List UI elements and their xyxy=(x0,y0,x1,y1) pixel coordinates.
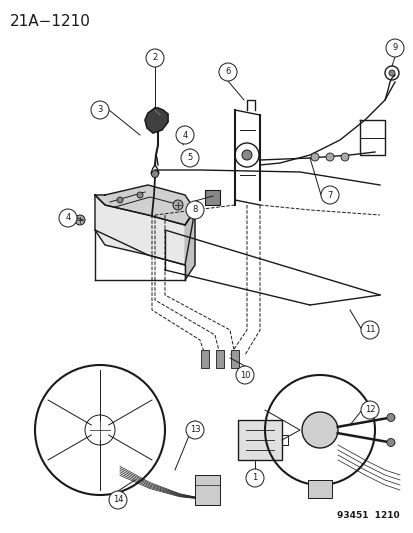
Circle shape xyxy=(109,491,127,509)
Circle shape xyxy=(360,401,378,419)
Text: 21A−1210: 21A−1210 xyxy=(10,14,91,29)
Text: 93451  1210: 93451 1210 xyxy=(337,511,399,520)
Circle shape xyxy=(173,200,183,210)
Bar xyxy=(204,190,219,205)
Text: 14: 14 xyxy=(112,496,123,505)
Circle shape xyxy=(340,153,348,161)
Text: 2: 2 xyxy=(152,53,157,62)
Text: 7: 7 xyxy=(327,190,332,199)
Bar xyxy=(237,420,281,460)
Text: 1: 1 xyxy=(252,473,257,482)
Circle shape xyxy=(242,150,252,160)
Circle shape xyxy=(91,101,109,119)
Circle shape xyxy=(320,186,338,204)
Circle shape xyxy=(388,70,394,76)
Circle shape xyxy=(310,153,318,161)
Circle shape xyxy=(146,49,164,67)
Circle shape xyxy=(176,126,194,144)
Circle shape xyxy=(185,201,204,219)
Circle shape xyxy=(386,439,394,447)
Bar xyxy=(307,480,331,498)
Text: 9: 9 xyxy=(392,44,396,52)
Circle shape xyxy=(301,412,337,448)
Text: 8: 8 xyxy=(192,206,197,214)
Circle shape xyxy=(218,63,236,81)
Polygon shape xyxy=(95,195,195,265)
Bar xyxy=(201,350,209,368)
Circle shape xyxy=(360,321,378,339)
Text: 6: 6 xyxy=(225,68,230,77)
Circle shape xyxy=(185,421,204,439)
Bar xyxy=(216,350,223,368)
Circle shape xyxy=(137,192,142,198)
Polygon shape xyxy=(95,185,195,225)
Circle shape xyxy=(385,39,403,57)
Text: 10: 10 xyxy=(239,370,249,379)
Bar xyxy=(230,350,238,368)
Text: 3: 3 xyxy=(97,106,102,115)
Circle shape xyxy=(386,414,394,422)
Circle shape xyxy=(235,366,254,384)
Bar xyxy=(195,475,219,505)
Circle shape xyxy=(117,197,123,203)
Circle shape xyxy=(245,469,263,487)
Circle shape xyxy=(75,215,85,225)
Circle shape xyxy=(180,149,199,167)
Text: 4: 4 xyxy=(65,214,71,222)
Text: 12: 12 xyxy=(364,406,374,415)
Polygon shape xyxy=(185,210,195,280)
Text: 5: 5 xyxy=(187,154,192,163)
Circle shape xyxy=(59,209,77,227)
Circle shape xyxy=(151,171,158,177)
Polygon shape xyxy=(145,108,168,133)
Text: 11: 11 xyxy=(364,326,374,335)
Circle shape xyxy=(325,153,333,161)
Text: 13: 13 xyxy=(189,425,200,434)
Text: 4: 4 xyxy=(182,131,187,140)
